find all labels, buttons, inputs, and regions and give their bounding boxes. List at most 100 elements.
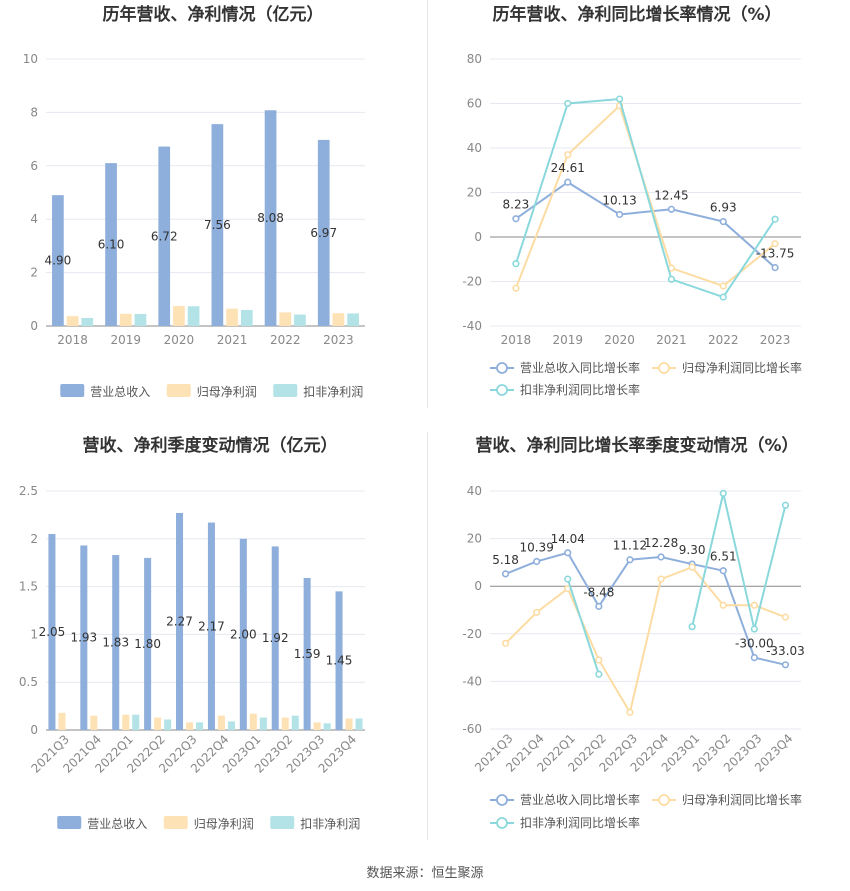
- data-point: [501, 639, 510, 647]
- y-tick-label: 0: [30, 723, 38, 737]
- bar-revenue: [303, 577, 311, 730]
- bar-net-profit: [66, 316, 79, 326]
- data-point: [626, 556, 634, 564]
- chart-panel-1: 历年营收、净利情况（亿元） 0 2 4 6 8 10 2018 2019 2020 2021 2022…: [23, 4, 365, 399]
- legend-label: 扣非净利润同比增长率: [520, 382, 640, 397]
- data-label: 1.92: [262, 631, 289, 645]
- bar-deducted-profit: [323, 723, 331, 730]
- bar-deducted-profit: [132, 714, 140, 730]
- bar-net-profit: [154, 717, 162, 730]
- legend-label: 扣非净利润同比增长率: [520, 815, 640, 830]
- data-point: [771, 240, 779, 248]
- vertical-divider-bottom: [427, 432, 428, 840]
- legend-swatch: [163, 816, 188, 829]
- bar-net-profit: [281, 717, 289, 730]
- chart-panel-3: 营收、净利季度变动情况（亿元）00.511.522.52021Q32021Q42…: [19, 435, 365, 831]
- bar-revenue: [264, 110, 277, 326]
- data-label: 12.45: [654, 188, 688, 202]
- bar-deducted-profit: [355, 718, 363, 730]
- data-point: [626, 708, 634, 716]
- data-point: [771, 215, 779, 223]
- bar-deducted-profit: [227, 721, 235, 730]
- legend-swatch: [60, 384, 85, 397]
- bar-net-profit: [226, 308, 238, 326]
- data-point: [595, 670, 603, 678]
- data-point: [719, 282, 727, 290]
- legend-swatch: [273, 384, 298, 397]
- chart-title: 历年营收、净利同比增长率情况（%）: [492, 4, 781, 25]
- legend-label: 扣非净利润: [303, 385, 363, 399]
- bar-deducted-profit: [259, 717, 267, 730]
- legend-marker: [496, 817, 508, 829]
- data-label: 11.12: [613, 539, 647, 553]
- data-label: 1.45: [326, 654, 353, 668]
- data-point: [781, 613, 790, 621]
- bar-net-profit: [217, 715, 225, 730]
- y-tick-label: 80: [467, 52, 482, 66]
- x-tick-label: 2021: [217, 333, 248, 347]
- data-point: [564, 575, 572, 583]
- data-point: [533, 557, 541, 566]
- chart-panel-2: 历年营收、净利同比增长率情况（%） -40 -20 0 20 40 60 80 2018 2019…: [462, 4, 802, 397]
- y-tick-label: 1.5: [19, 580, 38, 594]
- data-point: [657, 553, 665, 561]
- data-point: [719, 217, 727, 226]
- data-label: 5.18: [492, 553, 519, 567]
- y-tick-label: 20: [467, 186, 482, 200]
- data-point: [615, 95, 624, 103]
- bar-net-profit: [122, 714, 130, 730]
- data-point: [564, 151, 572, 159]
- data-label: -8.48: [583, 585, 614, 599]
- data-label: 6.97: [310, 226, 337, 240]
- series-line: [514, 103, 776, 289]
- bar-deducted-profit: [187, 306, 200, 326]
- vertical-divider-top: [427, 0, 428, 408]
- data-label: 1.93: [70, 631, 97, 645]
- bar-revenue: [271, 546, 279, 730]
- bar-revenue: [176, 512, 184, 730]
- data-label: -30.00: [735, 637, 774, 651]
- data-label: 2.17: [198, 619, 225, 633]
- data-point: [657, 575, 665, 583]
- data-point: [533, 608, 541, 616]
- bar-deducted-profit: [164, 719, 172, 730]
- y-tick-label: 0.5: [19, 675, 38, 689]
- x-tick-label: 2020: [164, 333, 195, 347]
- data-label: 4.90: [45, 254, 72, 268]
- data-label: 14.04: [551, 532, 585, 546]
- legend-marker: [658, 362, 670, 374]
- legend-marker: [496, 362, 508, 374]
- data-point: [688, 623, 696, 631]
- legend-label: 扣非净利润: [300, 817, 360, 831]
- y-tick-label: 10: [23, 52, 38, 66]
- bar-net-profit: [186, 722, 194, 730]
- y-tick-label: 6: [30, 159, 38, 173]
- x-tick-label: 2018: [57, 333, 88, 347]
- y-tick-label: 0: [474, 579, 482, 593]
- data-label: 2.00: [230, 627, 257, 641]
- bar-revenue: [80, 545, 88, 730]
- legend-label: 归母净利润同比增长率: [682, 360, 802, 375]
- data-point: [667, 205, 676, 213]
- x-tick-label: 2019: [552, 333, 583, 347]
- data-point: [781, 661, 790, 669]
- chart-title: 营收、净利季度变动情况（亿元）: [83, 435, 338, 456]
- data-point: [564, 178, 572, 186]
- legend-swatch: [270, 816, 295, 829]
- data-label: 12.28: [644, 536, 678, 550]
- y-tick-label: 40: [467, 484, 482, 498]
- bar-net-profit: [58, 712, 66, 730]
- y-tick-label: 1: [30, 627, 38, 641]
- bar-revenue: [105, 163, 117, 326]
- data-source-note: 数据来源：恒生聚源: [366, 866, 484, 881]
- data-label: 1.59: [294, 647, 321, 661]
- bar-net-profit: [345, 718, 353, 730]
- bar-deducted-profit: [196, 722, 204, 730]
- data-point: [501, 570, 510, 578]
- legend-marker: [496, 794, 508, 806]
- data-label: 6.10: [98, 238, 125, 252]
- data-label: 8.23: [503, 198, 530, 212]
- data-point: [750, 601, 758, 609]
- bar-revenue: [335, 591, 343, 730]
